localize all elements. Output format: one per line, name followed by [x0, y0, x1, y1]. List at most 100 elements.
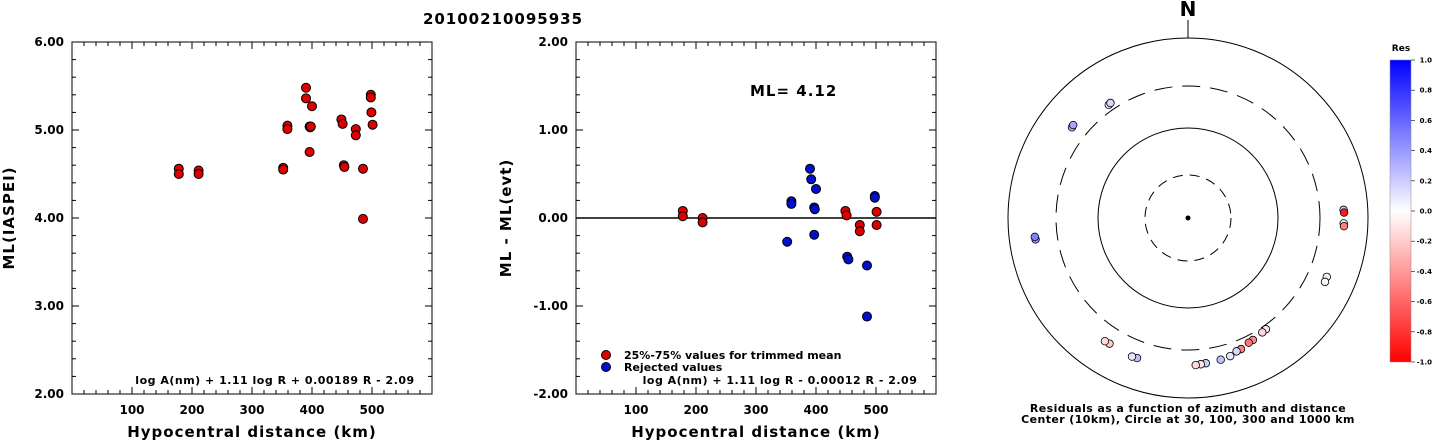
colorbar-tick-label: -0.2: [1417, 238, 1432, 246]
colorbar-tick-label: -0.6: [1417, 298, 1432, 306]
middle-y-axis-label: ML - ML(evt): [497, 159, 515, 277]
middle-y-axis: -2.00 -1.00 0.00 1.00 2.00: [533, 35, 936, 401]
left-x-tick-label: 100: [119, 403, 144, 417]
data-point: [339, 161, 350, 172]
data-point: [305, 121, 316, 132]
station-residual-point: [1339, 208, 1349, 217]
trimmed-data-point: [854, 226, 865, 237]
left-y-tick-label: 2.00: [34, 387, 64, 401]
data-point: [173, 169, 184, 179]
epicenter-dot: [1185, 215, 1191, 221]
colorbar-tick-label: 1.0: [1420, 57, 1433, 65]
left-y-tick-label: 3.00: [34, 299, 64, 313]
station-residual-point: [1100, 336, 1110, 346]
rejected-data-point: [809, 229, 820, 240]
legend-label-trimmed: 25%-75% values for trimmed mean: [624, 349, 841, 362]
middle-y-tick-label: 0.00: [538, 211, 568, 225]
rejected-data-point: [782, 236, 793, 247]
trimmed-data-point: [871, 220, 882, 231]
middle-x-axis-label: Hypocentral distance (km): [631, 423, 881, 441]
colorbar-tick-label: -0.8: [1417, 328, 1432, 336]
station-residual-point: [1216, 355, 1225, 364]
middle-y-tick-label: 1.00: [538, 123, 568, 137]
station-residual-point: [1244, 338, 1254, 347]
colorbar-tick-label: 0.2: [1420, 177, 1433, 185]
left-x-axis-label: Hypocentral distance (km): [127, 423, 377, 441]
left-scatter-panel: 100 200 300 400 500 2.00 3.00 4.00 5.00 6.00 log…: [0, 35, 433, 441]
left-y-axis-label: ML(IASPEI): [0, 166, 18, 269]
station-residual-point: [1339, 221, 1349, 231]
left-x-tick-label: 300: [239, 403, 264, 417]
polar-caption-line1: Residuals as a function of azimuth and d…: [1030, 402, 1346, 415]
middle-scatter-panel: 100 200 300 400 500 -2.00 -1.00 0.00 1.00 2.00 M…: [497, 35, 937, 441]
trimmed-data-point: [697, 217, 708, 228]
data-point: [366, 107, 377, 118]
colorbar-tick-label: 0.8: [1420, 87, 1433, 95]
data-point: [301, 82, 311, 93]
left-y-tick-label: 5.00: [34, 123, 64, 137]
station-residual-point: [1127, 352, 1137, 361]
left-x-axis: 100 200 300 400 500: [71, 42, 433, 417]
left-x-tick-label: 500: [359, 403, 384, 417]
data-point: [350, 130, 361, 141]
distance-circle-100km: [1097, 127, 1279, 309]
north-label: N: [1180, 0, 1197, 21]
station-residual-point: [1320, 277, 1330, 287]
middle-x-tick-label: 200: [683, 403, 708, 417]
middle-x-tick-label: 400: [803, 403, 828, 417]
rejected-data-point: [862, 260, 872, 271]
station-residual-point: [1106, 98, 1115, 108]
left-x-tick-label: 200: [179, 403, 204, 417]
colorbar-tick-label: -0.4: [1417, 268, 1432, 276]
data-point: [278, 164, 289, 175]
rejected-data-point: [809, 204, 820, 215]
data-point: [337, 118, 348, 129]
middle-data-points: [677, 163, 882, 322]
colorbar-gradient: [1389, 59, 1412, 363]
trimmed-data-point: [841, 210, 852, 221]
colorbar-tick-label: -1.0: [1417, 359, 1432, 367]
data-point: [358, 213, 368, 224]
ml-annotation: ML= 4.12: [750, 82, 837, 100]
station-residual-point: [1258, 328, 1267, 337]
rejected-data-point: [811, 183, 821, 194]
rejected-data-point: [869, 192, 880, 203]
data-point: [301, 93, 311, 104]
middle-y-tick-label: -1.00: [533, 299, 568, 313]
left-formula: log A(nm) + 1.11 log R + 0.00189 R - 2.0…: [135, 374, 414, 387]
colorbar-tick-label: 0.0: [1420, 208, 1433, 216]
middle-x-tick-label: 100: [623, 403, 648, 417]
middle-x-tick-label: 500: [863, 403, 888, 417]
colorbar-tick-label: 0.6: [1420, 117, 1433, 125]
left-data-points: [173, 82, 378, 224]
station-residual-point: [1069, 120, 1078, 130]
station-residual-point: [1232, 347, 1241, 356]
trimmed-data-point: [677, 211, 688, 222]
middle-formula: log A(nm) + 1.11 log R - 0.00012 R - 2.0…: [643, 374, 918, 387]
middle-x-axis: 100 200 300 400 500: [575, 42, 937, 417]
data-point: [193, 169, 204, 179]
middle-y-tick-label: 2.00: [538, 35, 568, 49]
legend-marker-trimmed: [601, 350, 611, 360]
polar-caption-line2: Center (10km), Circle at 30, 100, 300 an…: [1021, 413, 1355, 426]
chart-title: 20100210095935: [423, 10, 583, 28]
data-point: [365, 92, 376, 103]
colorbar-tick-label: 0.4: [1420, 147, 1433, 155]
colorbar-title: Res: [1392, 44, 1410, 54]
station-residual-point: [1226, 351, 1235, 361]
distance-circle-30km: [1144, 174, 1232, 262]
data-point: [358, 163, 368, 174]
data-point: [307, 101, 317, 112]
rejected-data-point: [786, 198, 797, 209]
data-point: [304, 147, 315, 157]
legend-label-rejected: Rejected values: [624, 361, 723, 374]
rejected-data-point: [862, 311, 872, 322]
rejected-data-point: [806, 174, 817, 185]
data-point: [282, 124, 293, 135]
rejected-data-point: [843, 254, 854, 265]
distance-circle-300km: [1055, 85, 1321, 351]
left-y-tick-label: 6.00: [34, 35, 64, 49]
station-residual-points: [1030, 98, 1349, 370]
legend-marker-rejected: [601, 362, 611, 372]
middle-x-tick-label: 300: [743, 403, 768, 417]
